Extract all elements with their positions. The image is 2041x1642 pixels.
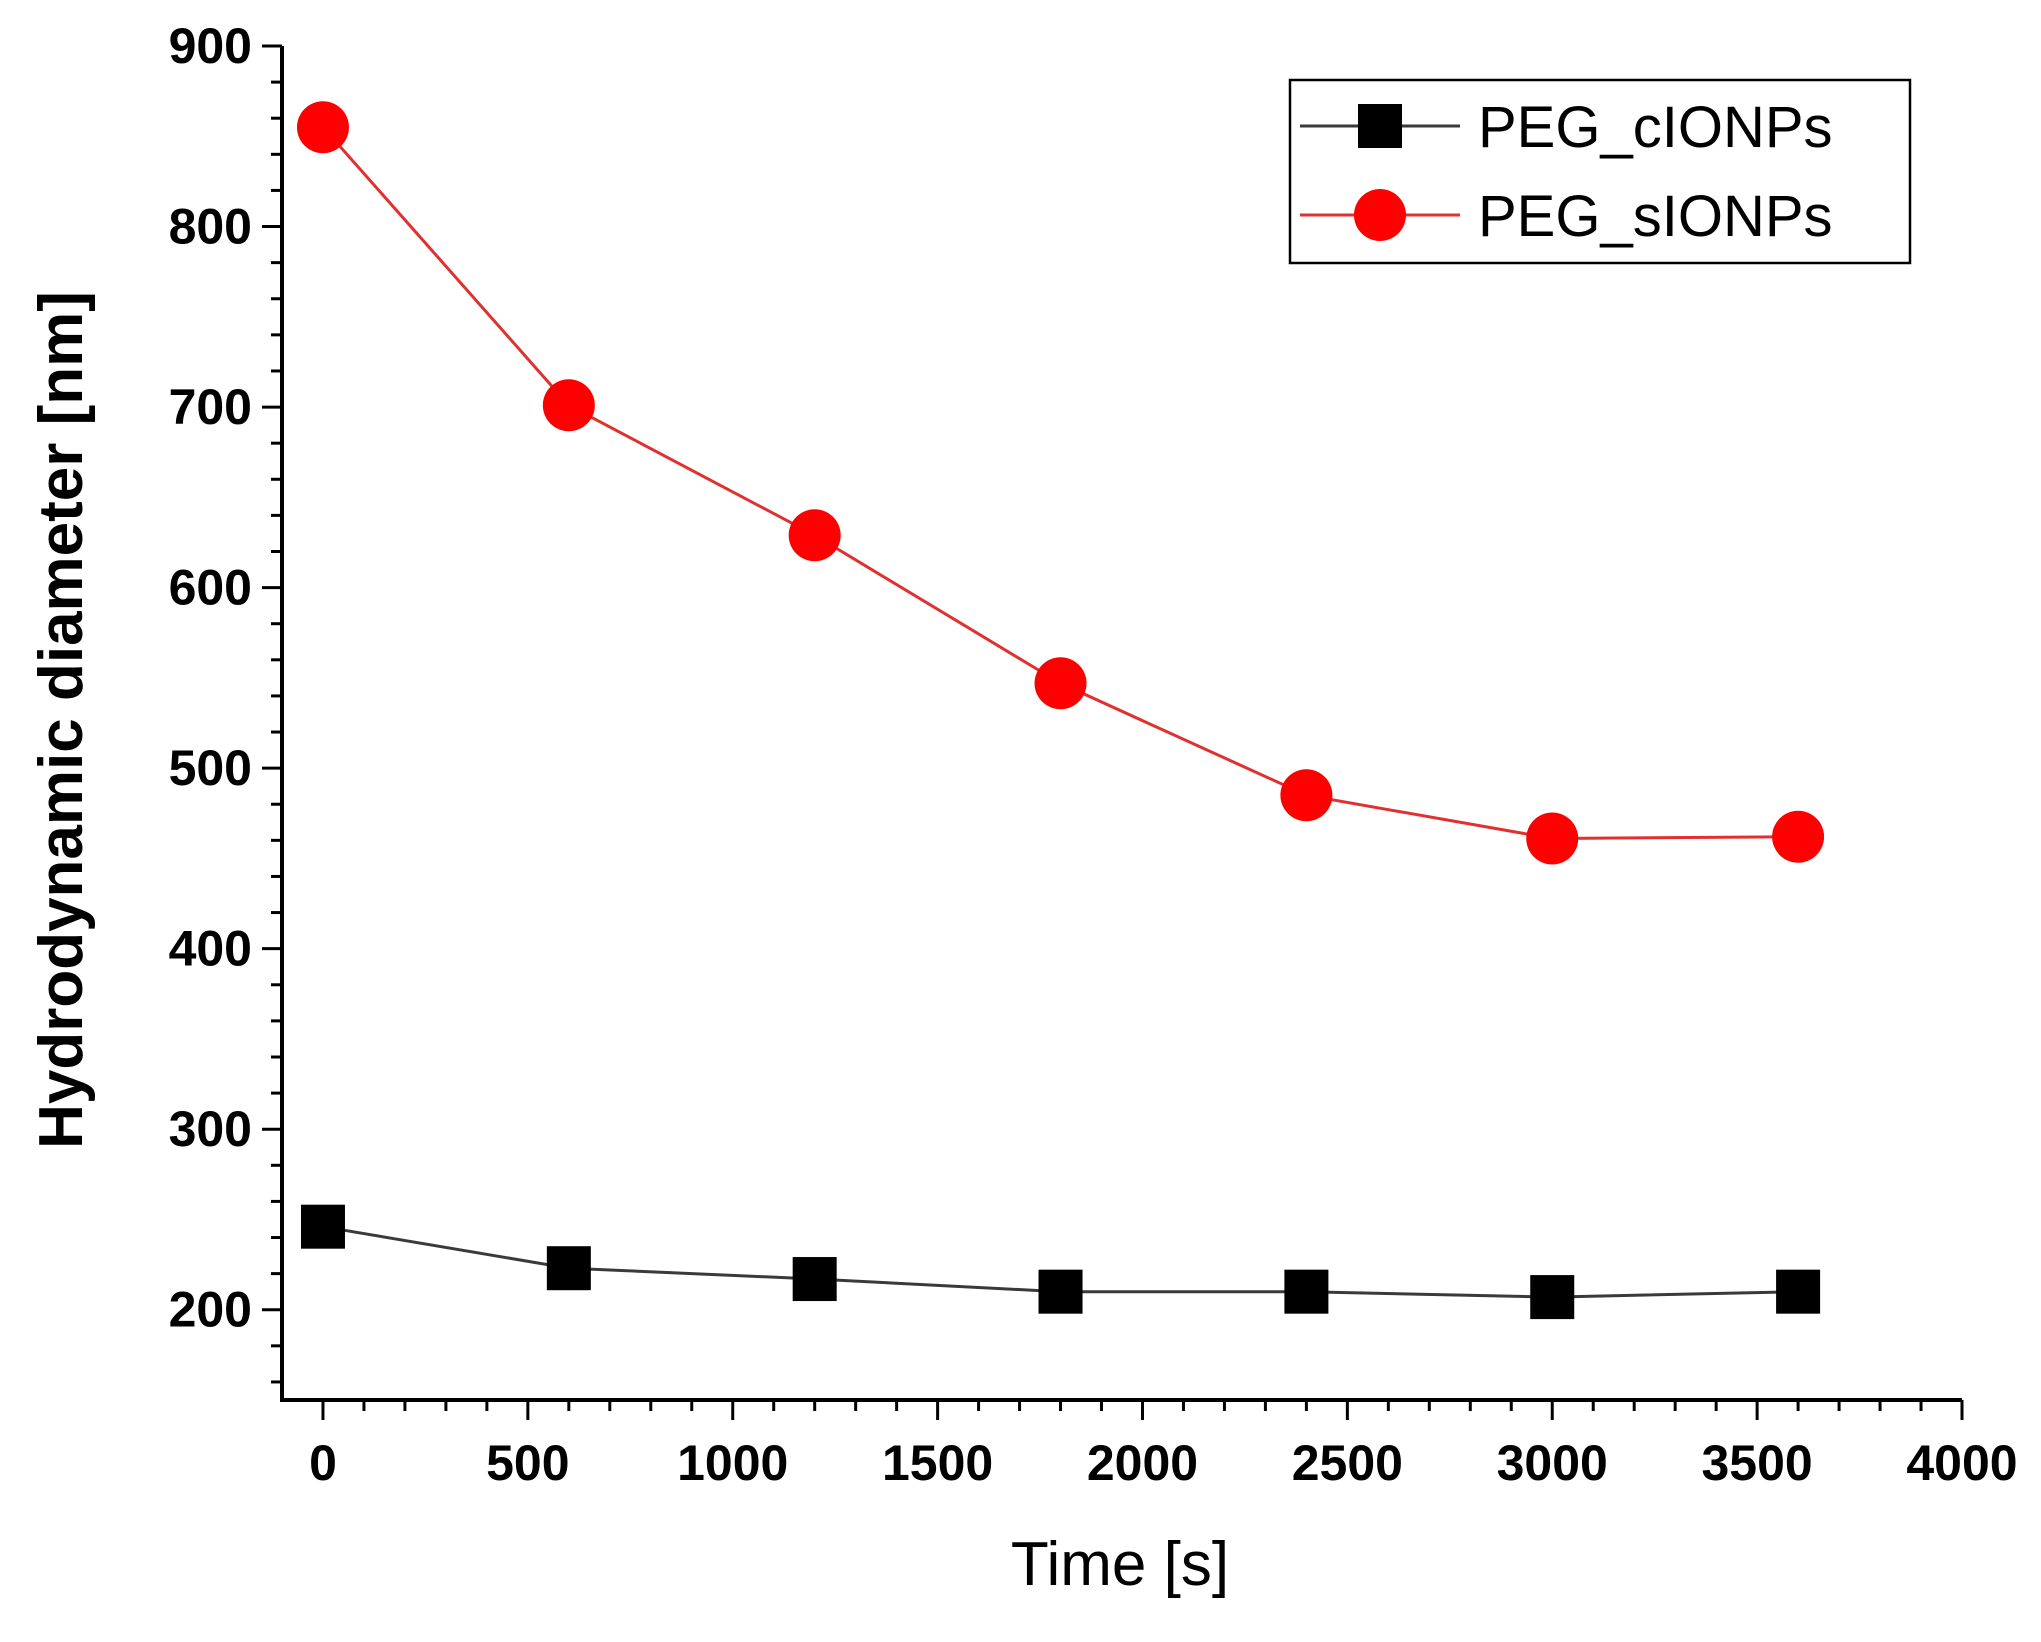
x-tick-label: 4000 bbox=[1906, 1435, 2017, 1491]
series-plot-area bbox=[296, 101, 1825, 1320]
data-point-peg-sionps bbox=[1772, 810, 1825, 863]
data-point-peg-sionps bbox=[1034, 657, 1087, 710]
y-tick-label: 600 bbox=[169, 560, 252, 616]
y-tick-label: 400 bbox=[169, 921, 252, 977]
y-axis-title: Hydrodynamic diameter [nm] bbox=[27, 291, 96, 1149]
x-tick-label: 3500 bbox=[1702, 1435, 1813, 1491]
y-tick-label: 900 bbox=[169, 18, 252, 74]
data-point-peg-cionps bbox=[546, 1246, 591, 1291]
legend-marker-peg-cionps bbox=[1358, 104, 1402, 148]
y-tick-label: 300 bbox=[169, 1101, 252, 1157]
data-point-peg-cionps bbox=[792, 1257, 837, 1302]
y-tick-label: 500 bbox=[169, 740, 252, 796]
x-axis-title: Time [s] bbox=[1011, 1530, 1229, 1599]
data-point-peg-sionps bbox=[542, 379, 595, 432]
legend-marker-peg-sionps bbox=[1354, 189, 1406, 241]
data-point-peg-cionps bbox=[1530, 1275, 1575, 1320]
data-point-peg-cionps bbox=[1284, 1269, 1329, 1314]
x-tick-label: 2500 bbox=[1292, 1435, 1403, 1491]
data-point-peg-cionps bbox=[1038, 1269, 1083, 1314]
legend-label-peg-sionps: PEG_sIONPs bbox=[1478, 184, 1833, 249]
data-point-peg-cionps bbox=[1776, 1269, 1821, 1314]
x-tick-label: 500 bbox=[486, 1435, 569, 1491]
x-tick-label: 1500 bbox=[882, 1435, 993, 1491]
x-tick-label: 3000 bbox=[1497, 1435, 1608, 1491]
data-point-peg-sionps bbox=[1526, 812, 1579, 865]
data-point-peg-sionps bbox=[1280, 769, 1333, 822]
data-point-peg-sionps bbox=[296, 101, 349, 154]
y-tick-label: 800 bbox=[169, 199, 252, 255]
y-tick-label: 700 bbox=[169, 379, 252, 435]
x-tick-label: 2000 bbox=[1087, 1435, 1198, 1491]
x-tick-label: 1000 bbox=[677, 1435, 788, 1491]
x-axis-ticks: 0 500 1000 1500 2000 2500 3000 3500 4000 bbox=[309, 1400, 2018, 1491]
y-axis-ticks: 200 300 400 500 600 700 800 900 bbox=[169, 18, 282, 1384]
legend-label-peg-cionps: PEG_cIONPs bbox=[1478, 95, 1833, 160]
y-tick-label: 200 bbox=[169, 1282, 252, 1338]
legend: PEG_cIONPs PEG_sIONPs bbox=[1288, 78, 1912, 265]
data-point-peg-cionps bbox=[300, 1204, 345, 1249]
data-point-peg-sionps bbox=[788, 509, 841, 562]
x-tick-label: 0 bbox=[309, 1435, 337, 1491]
axes bbox=[280, 46, 1962, 1402]
